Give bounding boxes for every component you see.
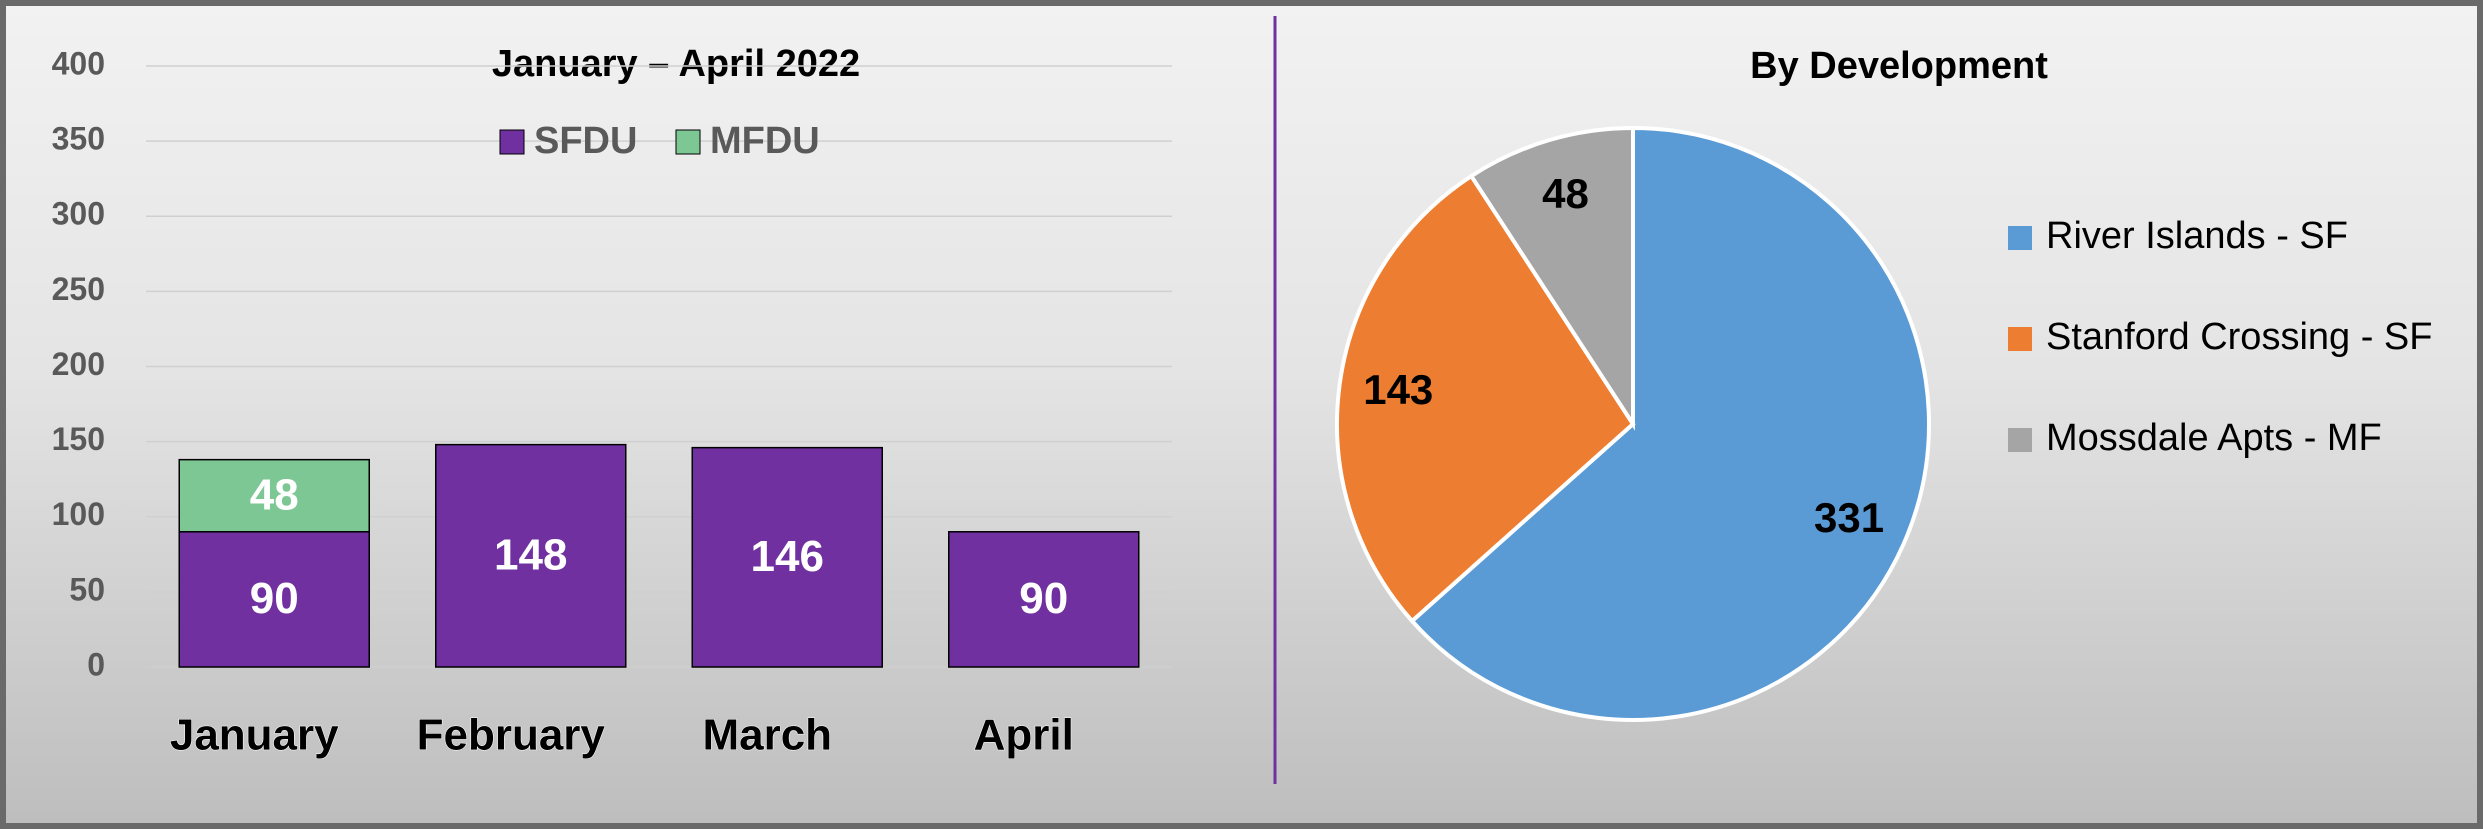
data-label: 148 — [494, 530, 567, 579]
y-tick-label: 250 — [52, 271, 105, 307]
legend-swatch — [676, 130, 700, 154]
legend-swatch — [500, 130, 524, 154]
data-label: 90 — [1019, 574, 1068, 623]
y-tick-label: 50 — [69, 571, 105, 607]
legend-label: Mossdale Apts - MF — [2046, 417, 2382, 459]
y-tick-label: 150 — [52, 421, 105, 457]
legend-swatch — [2008, 428, 2032, 452]
x-tick-label: February — [417, 711, 606, 760]
legend-label: River Islands - SF — [2046, 215, 2348, 257]
data-label: 331 — [1814, 494, 1884, 541]
data-label: 90 — [250, 574, 299, 623]
y-tick-label: 300 — [52, 196, 105, 232]
data-label: 48 — [1542, 170, 1589, 217]
data-label: 146 — [751, 532, 824, 581]
data-label: 143 — [1363, 366, 1433, 413]
chart-title: By Development — [1750, 45, 2048, 87]
y-tick-label: 200 — [52, 346, 105, 382]
y-tick-label: 0 — [87, 646, 105, 682]
chart-title: January – April 2022 — [492, 43, 860, 85]
y-tick-label: 400 — [52, 45, 105, 81]
legend-swatch — [2008, 226, 2032, 250]
x-tick-label: January — [170, 711, 339, 760]
page: January – April 2022 By Development 0 50 1… — [0, 0, 2483, 829]
background — [0, 0, 2483, 829]
legend-swatch — [2008, 327, 2032, 351]
x-tick-label: April — [974, 711, 1074, 760]
y-tick-label: 350 — [52, 121, 105, 157]
data-label: 48 — [250, 470, 299, 519]
y-tick-label: 100 — [52, 496, 105, 532]
legend-label: MFDU — [710, 120, 820, 162]
x-tick-label: March — [702, 711, 832, 760]
legend-label: Stanford Crossing - SF — [2046, 316, 2432, 358]
legend-label: SFDU — [534, 120, 637, 162]
chart: January – April 2022 By Development 0 50 1… — [0, 0, 2483, 829]
